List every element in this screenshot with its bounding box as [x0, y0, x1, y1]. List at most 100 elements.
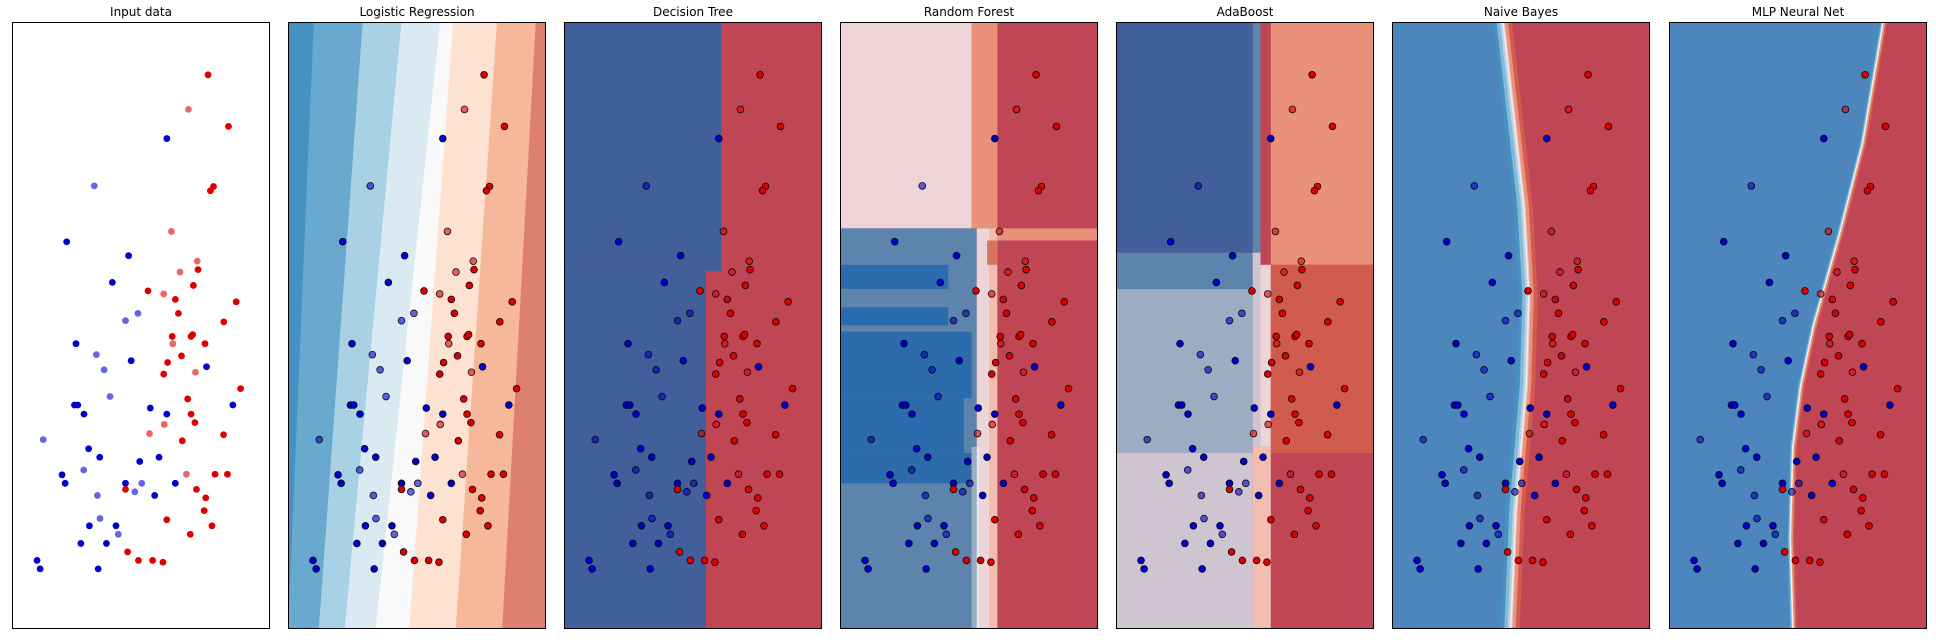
train-class0-point [309, 556, 317, 565]
test-class0-point [683, 488, 691, 496]
train-class0-point [426, 491, 435, 500]
train-class0-point [36, 565, 44, 573]
train-class1-point [1020, 485, 1029, 494]
train-class1-point [1315, 470, 1323, 479]
panel-frame [1669, 22, 1927, 629]
train-class1-point [1603, 470, 1612, 479]
train-class0-point [990, 134, 999, 143]
test-class1-point [711, 290, 720, 298]
test-class1-point [728, 268, 736, 276]
test-class1-point [452, 268, 460, 276]
train-class1-point [477, 494, 486, 502]
test-class0-point [965, 479, 974, 488]
train-class1-point [1225, 485, 1234, 494]
train-class1-point [482, 186, 491, 195]
train-class1-point [444, 332, 453, 341]
test-class1-point [146, 430, 153, 437]
train-class1-point [189, 331, 197, 339]
train-class1-point [435, 370, 444, 378]
train-class1-point [1528, 556, 1537, 565]
test-class0-point [369, 491, 378, 500]
test-class0-point [648, 514, 656, 523]
train-class0-point [614, 237, 623, 246]
train-class0-point [136, 458, 144, 465]
train-class1-point [1566, 530, 1575, 539]
train-class0-point [1526, 404, 1535, 412]
train-class0-point [1460, 410, 1468, 418]
test-class0-point [1210, 392, 1218, 401]
test-class0-point [407, 488, 415, 496]
region-rect-4 [840, 22, 972, 229]
train-class1-point [1305, 494, 1314, 502]
train-class1-point [1019, 418, 1027, 427]
train-class0-point [990, 410, 999, 418]
region-class1-side [1790, 22, 1927, 629]
panel-frame [840, 22, 1098, 629]
train-class0-point [1784, 356, 1792, 365]
train-class1-point [723, 295, 732, 304]
test-class0-point [100, 366, 108, 374]
panel-title: AdaBoost [1217, 5, 1274, 19]
train-class1-point [164, 359, 171, 366]
train-class1-point [951, 548, 960, 556]
train-class1-point [1278, 309, 1287, 318]
test-class1-point [1573, 257, 1582, 265]
train-class0-point [1198, 565, 1206, 573]
train-class1-point [149, 557, 157, 564]
train-class0-point [229, 401, 237, 409]
train-class0-point [1177, 401, 1186, 409]
test-class1-point [1012, 105, 1021, 114]
train-class0-point [86, 522, 93, 530]
train-class0-point [1734, 539, 1742, 548]
train-class0-point [886, 471, 894, 479]
train-class1-point [1581, 339, 1589, 348]
test-class1-point [1571, 368, 1580, 377]
test-class1-point [1288, 105, 1297, 114]
train-class1-point [1543, 515, 1551, 524]
train-class1-point [463, 410, 471, 418]
decision-regions [1116, 22, 1374, 629]
train-class0-point [646, 565, 654, 573]
train-class1-point [1857, 506, 1866, 515]
train-class1-point [740, 330, 749, 339]
test-class1-point [1547, 227, 1556, 236]
test-class0-point [122, 317, 129, 325]
panel-7: MLP Neural Net [1669, 5, 1927, 629]
train-class1-point [1805, 556, 1814, 565]
train-class0-point [1057, 401, 1065, 409]
train-class0-point [1690, 556, 1698, 565]
train-class0-point [125, 252, 133, 260]
train-class1-point [1604, 122, 1613, 131]
region-rect-2 [1116, 289, 1253, 453]
region-rect-6 [971, 22, 998, 229]
test-class0-point [93, 492, 101, 499]
region-band-7 [502, 22, 546, 629]
train-class1-point [193, 485, 200, 493]
test-class1-point [1264, 420, 1273, 429]
test-class1-point [1004, 268, 1012, 276]
train-class1-point [1064, 384, 1073, 393]
test-class0-point [1473, 491, 1482, 500]
region-rect-5 [1252, 446, 1271, 629]
train-class1-point [1287, 395, 1296, 403]
train-class0-point [1535, 453, 1543, 462]
train-class1-point [211, 470, 219, 478]
region-rect-0 [564, 270, 697, 629]
train-class0-point [338, 237, 347, 246]
train-class1-point [200, 507, 208, 515]
train-class1-point [686, 556, 695, 565]
train-class0-point [974, 404, 983, 412]
region-rect-0 [564, 22, 722, 271]
train-class1-point [1281, 352, 1290, 360]
test-class0-point [131, 488, 139, 496]
train-class1-point [1290, 530, 1299, 539]
train-class0-point [33, 557, 41, 564]
train-class0-point [348, 339, 356, 348]
test-class0-point [928, 366, 936, 374]
test-class1-point [1297, 257, 1306, 265]
train-class1-point [1893, 384, 1902, 393]
region-band-1 [288, 22, 363, 629]
train-class1-point [464, 330, 473, 339]
region-rect-2 [971, 446, 980, 629]
train-class0-point [74, 401, 82, 409]
